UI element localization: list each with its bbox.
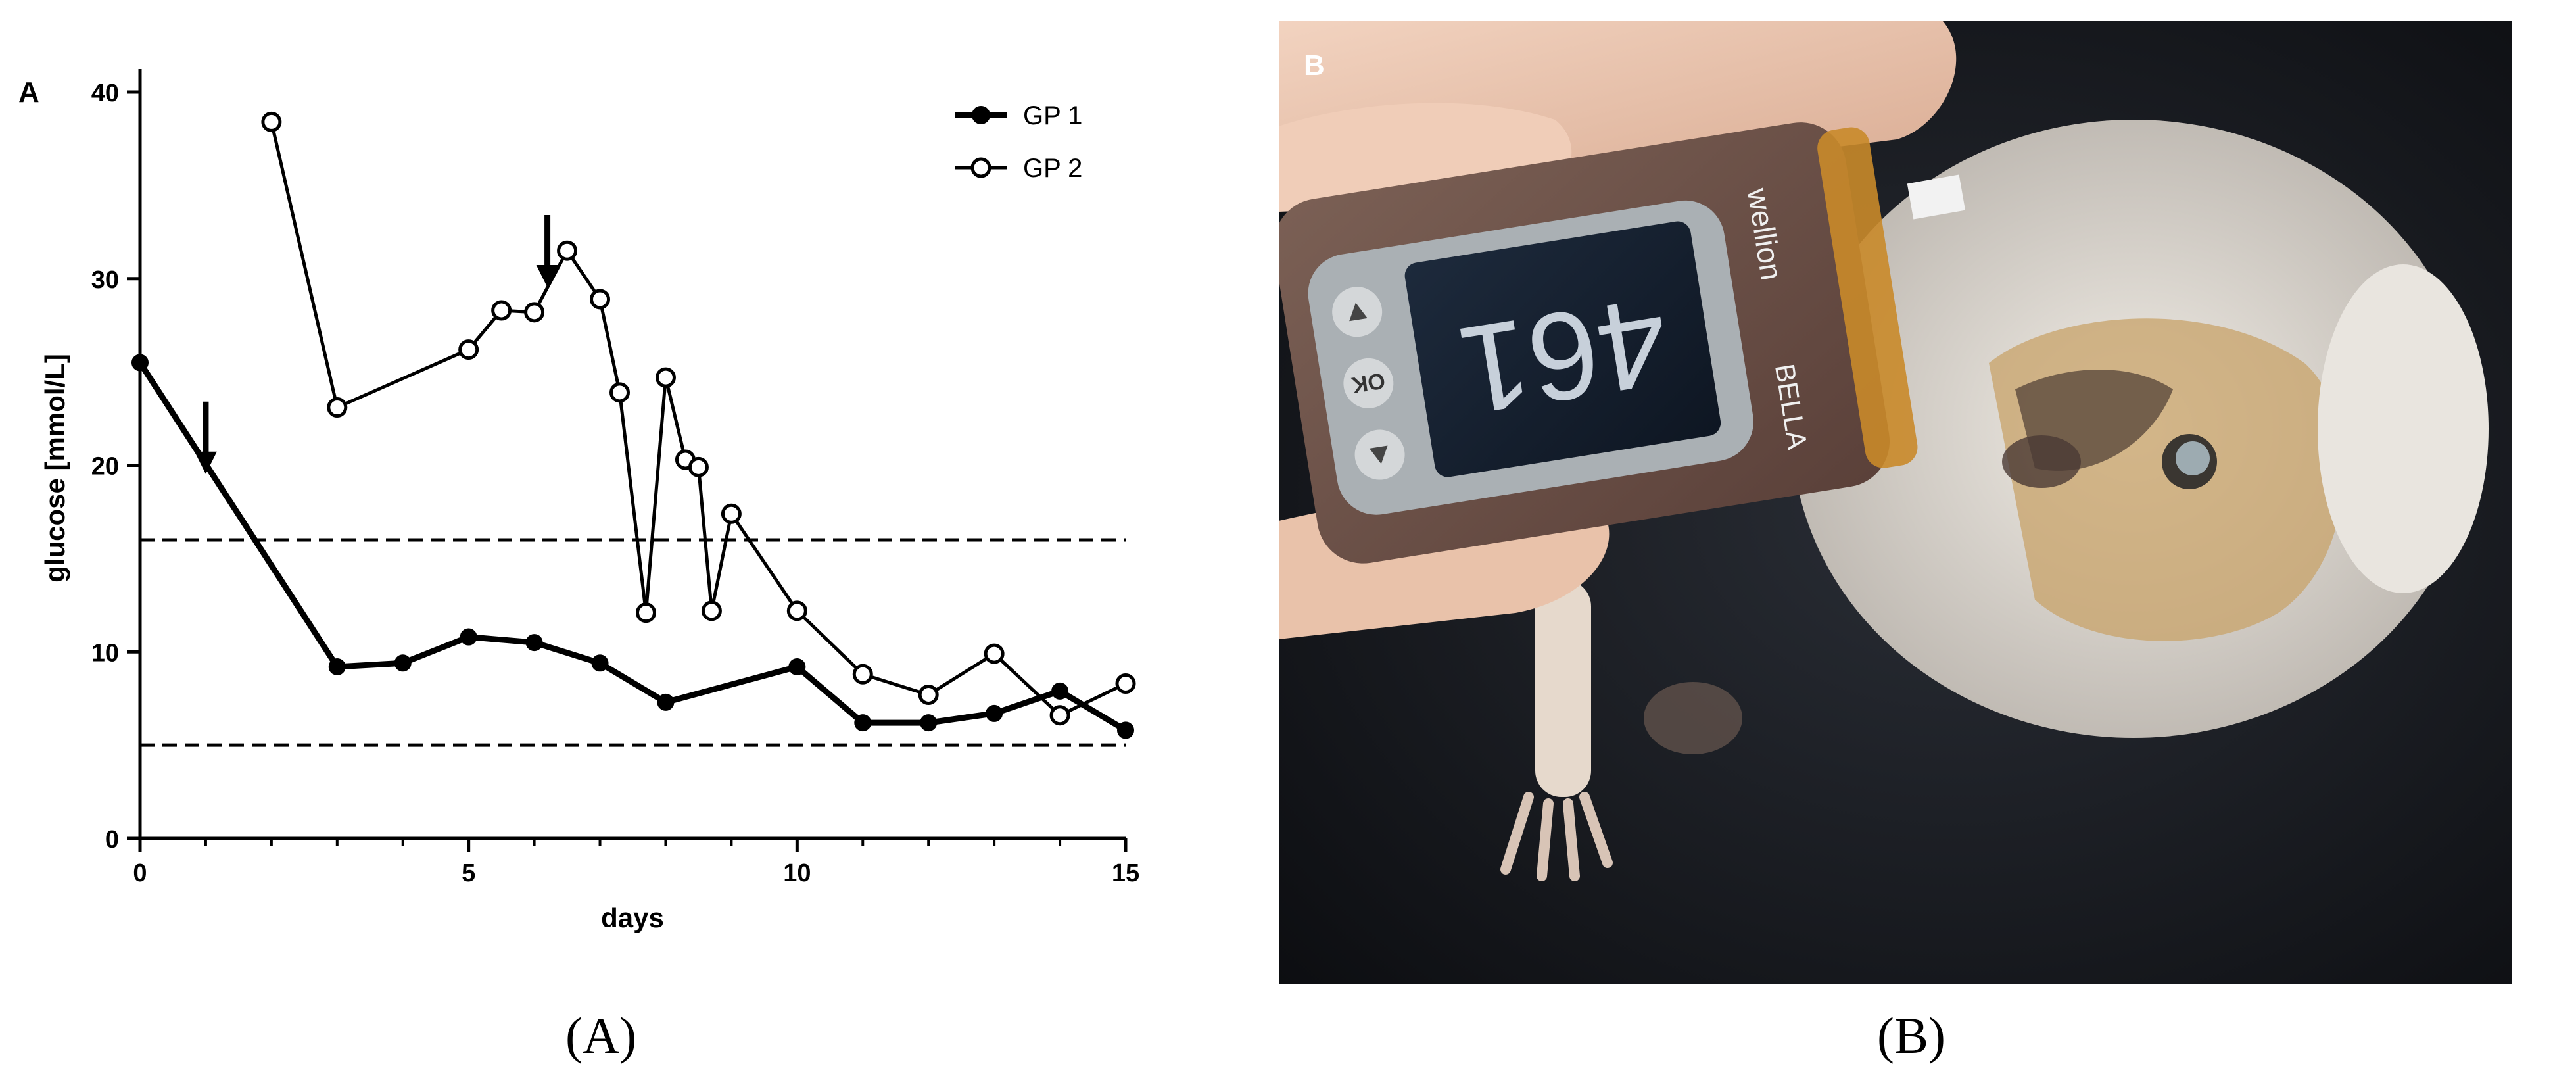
legend-label: GP 2 [1023,154,1082,183]
y-tick-label: 0 [105,826,119,854]
series-2-point [524,302,545,323]
y-tick-label: 40 [91,80,119,107]
test-strip [1907,174,1966,220]
annotation-arrows [194,215,559,474]
series-1-point [1051,682,1069,700]
guinea-pig-ear [2002,435,2081,488]
up-triangle-icon [1349,303,1368,322]
x-tick-label: 10 [783,860,811,887]
caption-a: (A) [565,1007,637,1064]
series-1-point [1117,721,1134,739]
meter-screen [1404,221,1721,477]
series-2-point [1049,705,1070,726]
guinea-pig-photo: 461 OK wellion BELLA B [1279,21,2512,984]
guinea-pig-hind-foot [1644,682,1742,754]
series-2-point [327,397,348,418]
series-2-point [458,339,479,360]
guinea-pig-claws [1500,792,1613,881]
annotation-arrow-head [536,265,559,287]
series-2-point [1115,673,1136,694]
y-tick-label: 20 [91,453,119,481]
meter-display-value: 461 [1450,270,1677,441]
y-axis-label: glucose [mmol/L] [39,354,70,583]
series-1-point [460,628,477,646]
glucose-chart: A 0 10 20 30 40 0 5 10 15 GP 1 GP 2 days glucose … [18,69,1139,933]
reference-lines [140,538,1126,747]
caption-b: (B) [1877,1007,1945,1064]
series-1-point [657,693,675,711]
panel-a-letter: A [18,76,39,109]
x-tick-label: 5 [462,860,475,887]
series-line-2 [270,121,1127,717]
legend: GP 1 GP 2 [955,101,1082,183]
series-2-point [655,367,676,388]
series-2-point [688,456,709,477]
series-1-point [131,354,149,372]
series-2-point [701,600,722,621]
series-2-point [852,664,873,685]
chart-panel: A 0 10 20 30 40 0 5 10 15 GP 1 GP 2 days glucose … [0,0,1249,1091]
series-1-point [525,634,543,652]
photo-panel: 461 OK wellion BELLA B [1279,21,2512,984]
legend-label: GP 1 [1023,101,1082,130]
legend-marker [972,106,990,124]
series-2-point [918,685,939,706]
series-layer [131,111,1136,739]
series-1-point [394,654,412,672]
x-tick-label: 0 [133,860,147,887]
glucose-meter: 461 OK wellion BELLA [1279,122,1918,564]
series-1-point [788,658,806,675]
meter-ok-label: OK [1350,368,1387,398]
series-2-point [491,300,512,321]
series-2-point [609,382,631,403]
series-1-point [854,714,872,732]
panel-b-letter: B [1304,49,1325,82]
series-2-point [786,600,807,621]
y-tick-label: 10 [91,639,119,667]
guinea-pig-back [2318,264,2489,593]
series-line-1 [137,360,1128,733]
series-2-point [557,240,578,261]
series-2-point [721,503,742,524]
series-1-point [986,704,1003,722]
down-triangle-icon [1369,445,1388,464]
axes: 0 10 20 30 40 0 5 10 15 [91,69,1139,887]
series-2-point [635,602,656,623]
series-2-point [590,289,611,310]
meter-ok-button [1343,358,1394,408]
y-tick-label: 30 [91,266,119,294]
series-2-point [261,111,282,132]
guinea-pig-front-leg [1535,580,1591,797]
meter-strip-port [1817,127,1918,468]
x-tick-label: 15 [1112,860,1139,887]
series-1-point [328,658,346,675]
x-axis-label: days [601,902,664,933]
guinea-pig-eye-cataract [2176,441,2210,475]
series-2-point [984,643,1005,664]
series-1-point [591,654,609,672]
series-1-point [920,714,938,732]
legend-marker [970,157,991,178]
